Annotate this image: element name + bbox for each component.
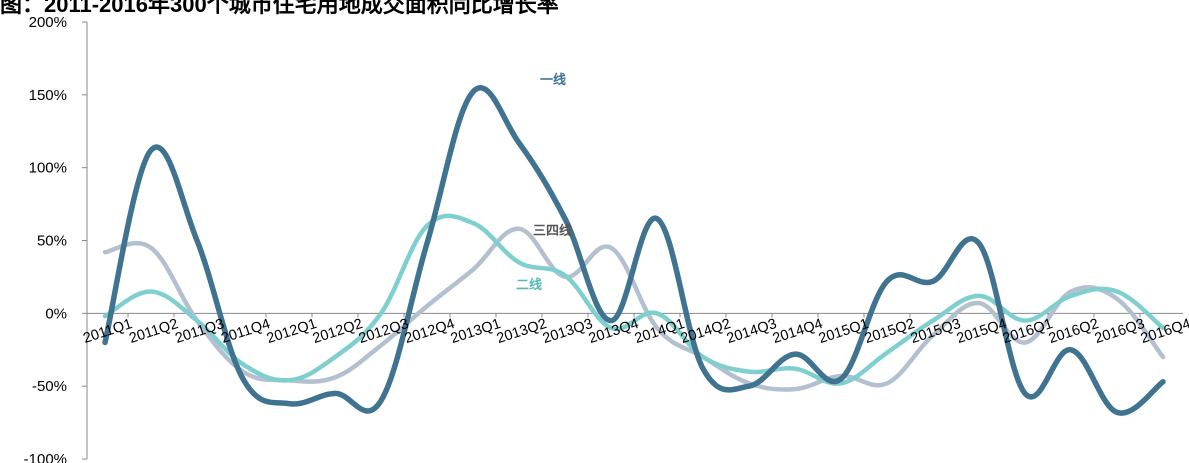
- series-label-tier2: 二线: [516, 277, 542, 293]
- series-lines: [102, 85, 1166, 416]
- series-line-tier2: [102, 213, 1166, 386]
- series-label-tier3-4: 三四线: [533, 223, 572, 239]
- y-tick-label: 200%: [29, 14, 67, 31]
- chart-title: 图：2011-2016年300个城市住宅用地成交面积同比增长率: [0, 0, 559, 17]
- y-tick-label: 0%: [45, 305, 67, 322]
- y-tick-label: -50%: [32, 378, 67, 395]
- y-tick-label: 100%: [29, 160, 67, 177]
- x-tick-label: 2016Q4: [1139, 316, 1189, 347]
- series-label-tier1: 一线: [540, 72, 566, 88]
- y-tick-label: -100%: [24, 451, 67, 463]
- y-tick-label: 50%: [37, 233, 67, 250]
- y-tick-label: 150%: [29, 87, 67, 104]
- series-line-tier1: [102, 85, 1166, 416]
- axes: 200% 150% 100% 50% 0% -50% -100%: [24, 14, 1183, 463]
